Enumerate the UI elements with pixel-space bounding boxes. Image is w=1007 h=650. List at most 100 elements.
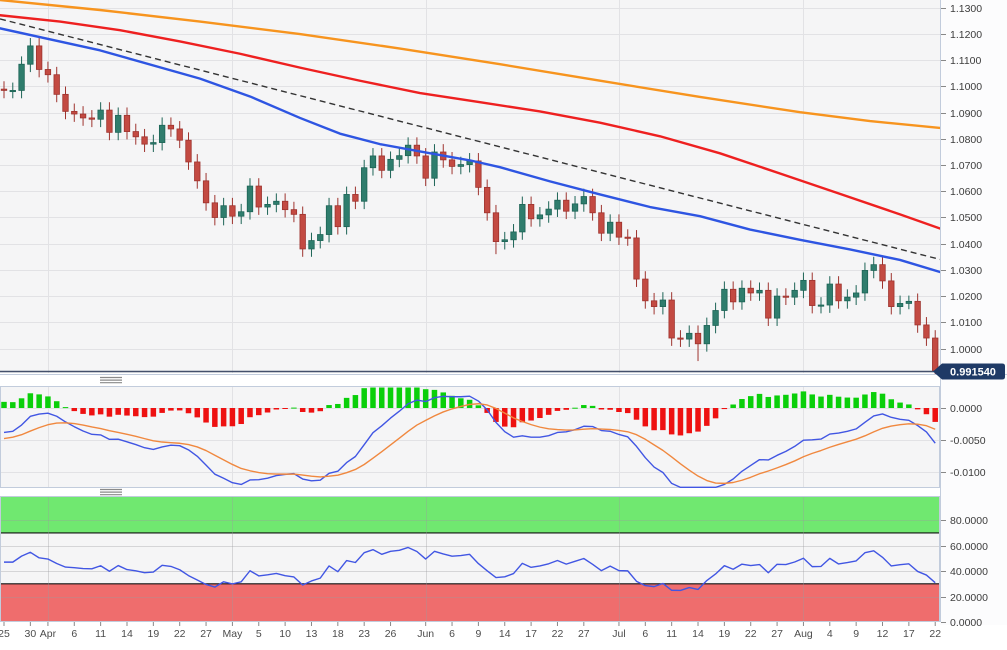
candle[interactable]	[352, 186, 359, 210]
candle[interactable]	[167, 117, 175, 137]
candle[interactable]	[554, 192, 561, 217]
candle[interactable]	[527, 196, 535, 227]
candle[interactable]	[563, 192, 570, 220]
candle[interactable]	[281, 193, 289, 218]
candle[interactable]	[378, 148, 385, 179]
candle[interactable]	[88, 110, 96, 128]
candle[interactable]	[519, 196, 526, 240]
candle[interactable]	[773, 288, 781, 326]
candle[interactable]	[185, 132, 192, 170]
candle[interactable]	[475, 153, 482, 196]
candle[interactable]	[387, 151, 394, 179]
candle[interactable]	[229, 197, 236, 225]
candle[interactable]	[686, 325, 693, 347]
candle[interactable]	[730, 281, 737, 310]
candle[interactable]	[106, 102, 113, 141]
candle[interactable]	[361, 159, 368, 210]
candle[interactable]	[0, 81, 8, 99]
candle[interactable]	[9, 82, 16, 99]
candle[interactable]	[923, 317, 930, 346]
candle[interactable]	[712, 302, 719, 334]
candle[interactable]	[738, 280, 746, 310]
sma-200-line[interactable]	[0, 0, 940, 130]
candle[interactable]	[97, 102, 104, 128]
candle[interactable]	[158, 117, 166, 151]
candle[interactable]	[255, 178, 262, 215]
candle[interactable]	[448, 152, 456, 175]
candle[interactable]	[238, 203, 245, 225]
candle[interactable]	[835, 276, 842, 309]
candle[interactable]	[492, 204, 500, 255]
candle[interactable]	[677, 330, 684, 347]
candle[interactable]	[176, 121, 183, 149]
candle[interactable]	[317, 226, 324, 249]
candle[interactable]	[756, 282, 763, 301]
candle[interactable]	[115, 107, 122, 141]
candle[interactable]	[844, 289, 851, 309]
candle[interactable]	[220, 197, 227, 226]
candle[interactable]	[18, 56, 25, 99]
candle[interactable]	[62, 86, 69, 120]
candle[interactable]	[150, 134, 157, 152]
price-axis-strip[interactable]	[940, 0, 1007, 625]
candle[interactable]	[571, 196, 579, 220]
candle[interactable]	[589, 188, 596, 221]
candle[interactable]	[694, 325, 702, 362]
candle[interactable]	[202, 172, 210, 211]
candle[interactable]	[861, 262, 869, 301]
candle[interactable]	[782, 288, 790, 306]
candle[interactable]	[123, 107, 131, 140]
candle[interactable]	[264, 196, 271, 215]
candle[interactable]	[246, 178, 254, 220]
panel-resize-handle[interactable]	[100, 376, 122, 384]
sma-100-line[interactable]	[0, 14, 940, 230]
candle[interactable]	[510, 224, 517, 248]
candle[interactable]	[879, 256, 886, 289]
macd-histogram[interactable]	[1, 387, 938, 436]
candle[interactable]	[325, 197, 333, 243]
time-axis[interactable]: 25 30 Apr 6 11 14 19 22 27 May 5 10 13 18 23 26 Jun 6 9 14 1…	[0, 622, 941, 640]
candle[interactable]	[633, 230, 640, 287]
candle[interactable]	[79, 106, 87, 126]
candle[interactable]	[896, 295, 904, 315]
candle[interactable]	[668, 292, 675, 346]
candlestick-series[interactable]	[0, 38, 939, 375]
descending-trendline[interactable]	[0, 18, 940, 261]
candle[interactable]	[334, 197, 341, 235]
candle[interactable]	[27, 38, 34, 73]
macd-signal-line[interactable]	[3, 403, 936, 485]
candle[interactable]	[71, 103, 78, 122]
candle[interactable]	[290, 201, 298, 223]
candle[interactable]	[536, 207, 544, 227]
candle[interactable]	[624, 229, 631, 246]
rsi-line[interactable]	[4, 546, 936, 592]
candle[interactable]	[431, 144, 438, 187]
candle[interactable]	[721, 281, 728, 319]
candle[interactable]	[791, 282, 798, 306]
candle[interactable]	[598, 204, 605, 242]
candle[interactable]	[141, 128, 148, 152]
candle[interactable]	[642, 271, 649, 309]
candle[interactable]	[580, 188, 587, 212]
candle[interactable]	[747, 280, 754, 301]
candle[interactable]	[765, 282, 772, 326]
candle[interactable]	[615, 214, 623, 246]
candle[interactable]	[53, 66, 60, 103]
candle[interactable]	[703, 317, 710, 352]
candle[interactable]	[659, 292, 667, 315]
candle[interactable]	[299, 206, 306, 257]
candle[interactable]	[817, 297, 825, 314]
candle[interactable]	[607, 214, 614, 242]
candle[interactable]	[369, 148, 377, 176]
candle[interactable]	[211, 194, 218, 226]
candle[interactable]	[396, 147, 403, 168]
candle[interactable]	[888, 273, 895, 315]
candle[interactable]	[484, 179, 491, 221]
candle[interactable]	[914, 293, 921, 333]
candle[interactable]	[132, 123, 139, 145]
candle[interactable]	[343, 186, 350, 235]
candle[interactable]	[905, 295, 913, 310]
panel-resize-handle[interactable]	[100, 488, 122, 496]
candle[interactable]	[650, 292, 658, 315]
